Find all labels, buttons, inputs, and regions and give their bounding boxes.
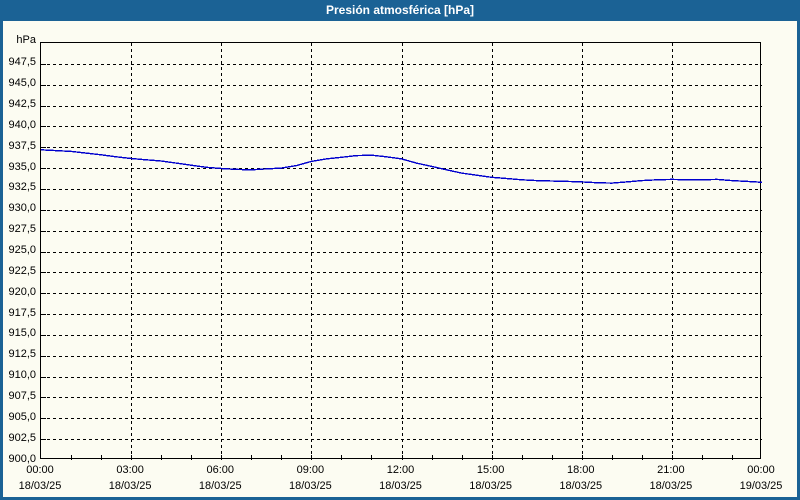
y-tick-label: 907,5 [8,389,36,402]
y-tick-label: 942,5 [8,98,36,111]
y-tick-label: 937,5 [8,139,36,152]
y-tick-label: 902,5 [8,431,36,444]
y-tick-label: 930,0 [8,202,36,215]
y-tick-label: 900,0 [8,452,36,465]
y-tick-label: 945,0 [8,77,36,90]
y-tick-label: 910,0 [8,369,36,382]
chart-area: hPa 947,5 945,0 942,5 940,0 937,5 935,0 932,5 9… [3,21,797,497]
y-axis-unit-label: hPa [16,34,36,46]
x-tick-date: 18/03/25 [379,480,422,492]
x-tick-time: 06:00 [206,464,235,476]
y-tick-label: 947,5 [8,56,36,69]
x-tick-date: 18/03/25 [559,480,603,492]
y-tick-label: 922,5 [8,264,36,277]
x-tick-time: 00:00 [26,464,54,476]
x-tick-time: 18:00 [566,464,595,476]
y-tick-label: 905,0 [8,410,36,423]
x-tick-time: 09:00 [296,464,325,476]
y-tick-label: 940,0 [8,118,36,131]
x-tick-date: 18/03/25 [469,480,513,492]
x-tick-date: 18/03/25 [108,480,152,492]
x-tick-date: 19/03/25 [739,480,783,492]
x-tick-time: 21:00 [657,464,685,476]
x-tick-date: 18/03/25 [649,480,693,492]
pressure-line [41,149,762,184]
x-tick-time: 12:00 [386,464,415,476]
window-title-bar[interactable]: Presión atmosférica [hPa] [0,0,800,21]
x-tick-date: 18/03/25 [288,480,332,492]
window-title: Presión atmosférica [hPa] [325,3,475,17]
x-tick-date: 18/03/25 [18,480,62,492]
x-tick-time: 00:00 [747,464,775,476]
y-tick-label: 920,0 [8,285,36,298]
y-tick-label: 925,0 [8,244,36,256]
x-tick-time: 03:00 [116,464,144,476]
plot-canvas [41,43,762,460]
y-tick-label: 915,0 [8,327,36,340]
y-tick-label: 935,0 [8,160,36,173]
x-tick-date: 18/03/25 [198,480,242,492]
y-tick-label: 912,5 [8,348,36,361]
y-tick-label: 932,5 [8,181,36,194]
y-tick-label: 927,5 [8,223,36,236]
plot-area [40,42,762,460]
y-tick-label: 917,5 [8,306,36,319]
x-tick-time: 15:00 [476,464,505,476]
